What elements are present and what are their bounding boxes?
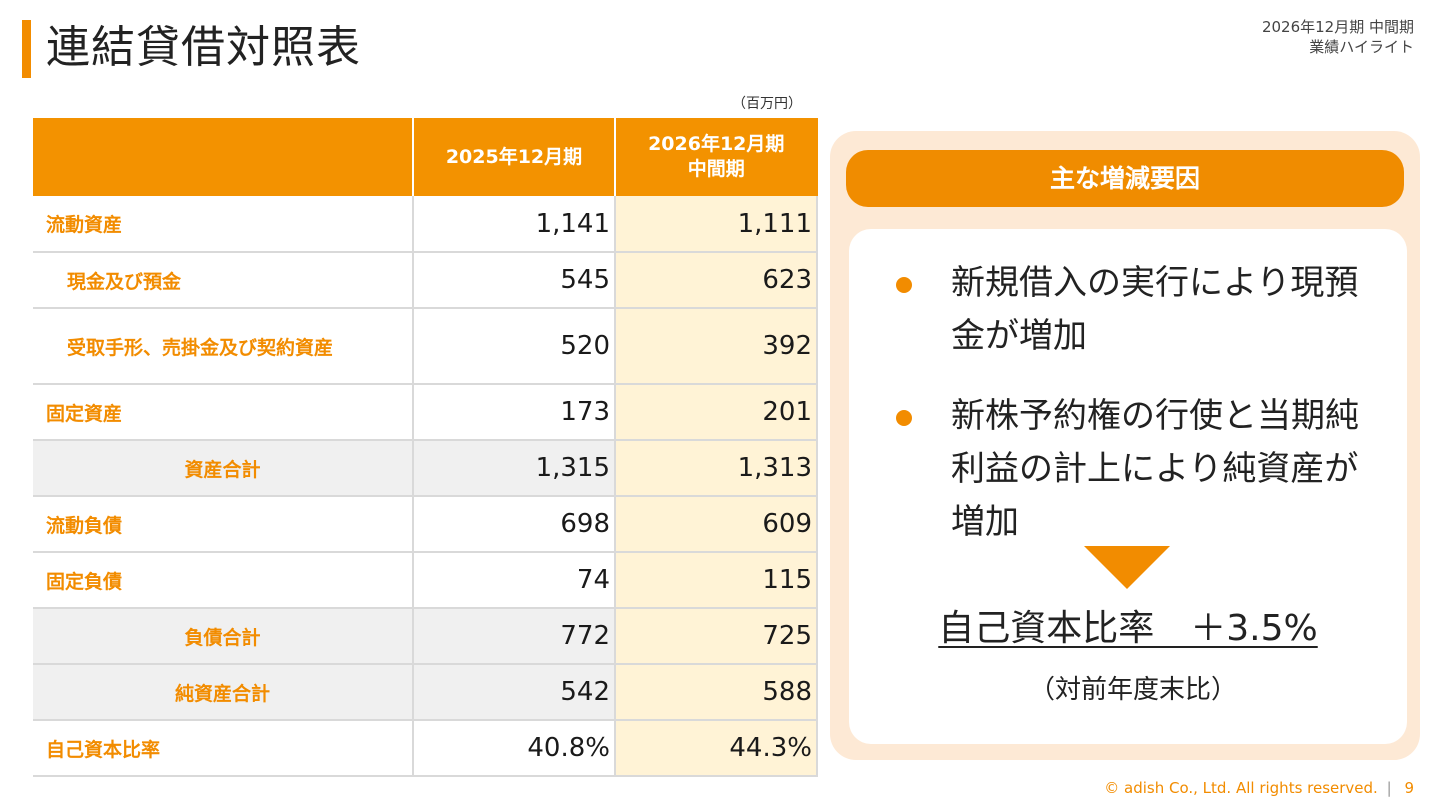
value-2025: 40.8%: [413, 720, 616, 777]
factor-item: 新株予約権の行使と当期純利益の計上により純資産が増加: [893, 390, 1363, 549]
value-2025: 1,141: [413, 196, 616, 253]
footer: © adish Co., Ltd. All rights reserved. |…: [1104, 779, 1414, 797]
factors-panel-header: 主な増減要因: [846, 150, 1404, 207]
table-row: 固定資産 173 201: [33, 384, 818, 441]
equity-ratio-text: 自己資本比率 ＋3.5%: [938, 608, 1318, 649]
value-2025: 698: [413, 496, 616, 553]
table-row: 現金及び預金 545 623: [33, 252, 818, 309]
down-arrow-icon: [1084, 546, 1170, 589]
value-2025: 542: [413, 664, 616, 721]
page-number: 9: [1404, 779, 1414, 797]
table-row: 自己資本比率 40.8% 44.3%: [33, 720, 818, 777]
value-2026-interim: 725: [615, 608, 818, 665]
table-row: 流動資産 1,141 1,111: [33, 196, 818, 253]
header-2025: 2025年12月期: [413, 118, 616, 196]
row-label: 純資産合計: [33, 664, 414, 721]
value-2025: 74: [413, 552, 616, 609]
factor-list: 新規借入の実行により現預金が増加 新株予約権の行使と当期純利益の計上により純資産…: [893, 257, 1363, 576]
table-body: 流動資産 1,141 1,111 現金及び預金 545 623 受取手形、売掛金及び契約資産…: [33, 196, 818, 777]
table-row: 固定負債 74 115: [33, 552, 818, 609]
value-2026-interim: 609: [615, 496, 818, 553]
factor-text: 新株予約権の行使と当期純利益の計上により純資産が増加: [951, 396, 1359, 542]
value-2026-interim: 392: [615, 308, 818, 385]
row-label: 自己資本比率: [33, 720, 414, 777]
bullet-dot-icon: [896, 277, 912, 293]
header-2026-interim: 2026年12月期 中間期: [615, 118, 818, 196]
value-2025: 1,315: [413, 440, 616, 497]
value-2026-interim: 1,111: [615, 196, 818, 253]
table-row: 資産合計 1,315 1,313: [33, 440, 818, 497]
value-2026-interim: 201: [615, 384, 818, 441]
factor-item: 新規借入の実行により現預金が増加: [893, 257, 1363, 363]
row-label: 資産合計: [33, 440, 414, 497]
balance-sheet-table: 2025年12月期 2026年12月期 中間期 流動資産 1,141 1,111 現金…: [33, 118, 818, 777]
table-row: 受取手形、売掛金及び契約資産 520 392: [33, 308, 818, 385]
value-2026-interim: 115: [615, 552, 818, 609]
row-label: 固定資産: [33, 384, 414, 441]
table-header-row: 2025年12月期 2026年12月期 中間期: [33, 118, 818, 196]
row-label: 負債合計: [33, 608, 414, 665]
equity-ratio-change: 自己資本比率 ＋3.5%: [849, 599, 1407, 651]
header-label-col: [33, 118, 414, 196]
value-2025: 545: [413, 252, 616, 309]
footer-separator: |: [1386, 779, 1392, 797]
row-label: 受取手形、売掛金及び契約資産: [33, 308, 414, 385]
bullet-dot-icon: [896, 410, 912, 426]
value-2025: 173: [413, 384, 616, 441]
factors-panel: 主な増減要因 新規借入の実行により現預金が増加 新株予約権の行使と当期純利益の計…: [830, 131, 1420, 760]
unit-label: （百万円）: [732, 96, 802, 112]
row-label: 現金及び預金: [33, 252, 414, 309]
title-accent-bar: [22, 20, 31, 78]
page-title: 連結貸借対照表: [46, 22, 361, 73]
value-2026-interim: 588: [615, 664, 818, 721]
row-label: 流動負債: [33, 496, 414, 553]
row-label: 流動資産: [33, 196, 414, 253]
value-2026-interim: 44.3%: [615, 720, 818, 777]
row-label: 固定負債: [33, 552, 414, 609]
table-row: 純資産合計 542 588: [33, 664, 818, 721]
value-2026-interim: 1,313: [615, 440, 818, 497]
factors-panel-body: 新規借入の実行により現預金が増加 新株予約権の行使と当期純利益の計上により純資産…: [849, 229, 1407, 744]
period-label: 2026年12月期 中間期 業績ハイライト: [1262, 17, 1414, 57]
table-row: 負債合計 772 725: [33, 608, 818, 665]
factor-text: 新規借入の実行により現預金が増加: [951, 263, 1359, 356]
table-row: 流動負債 698 609: [33, 496, 818, 553]
value-2025: 520: [413, 308, 616, 385]
period-line-1: 2026年12月期 中間期: [1261, 18, 1414, 36]
value-2025: 772: [413, 608, 616, 665]
copyright-text: © adish Co., Ltd. All rights reserved.: [1104, 779, 1378, 797]
period-line-2: 業績ハイライト: [1309, 38, 1414, 56]
equity-ratio-note: （対前年度末比）: [1029, 675, 1238, 705]
value-2026-interim: 623: [615, 252, 818, 309]
